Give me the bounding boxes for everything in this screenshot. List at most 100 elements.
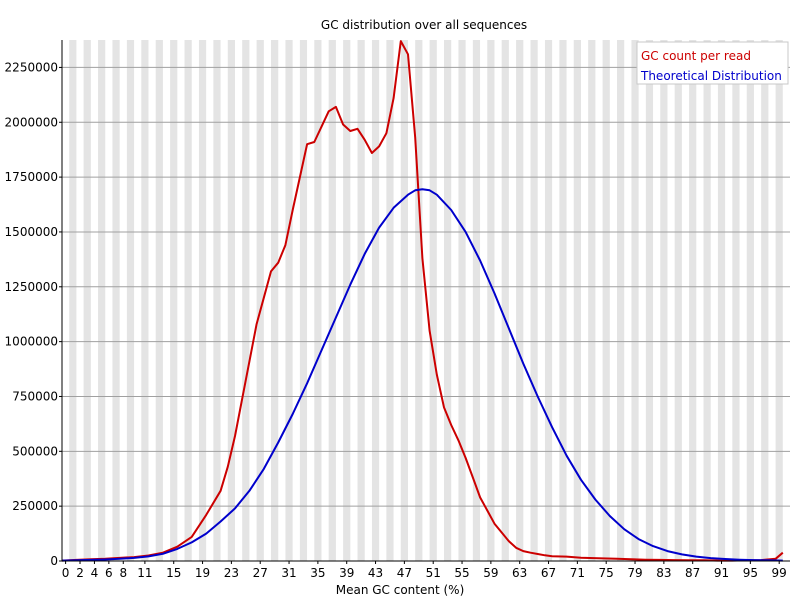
x-tick-label: 6: [105, 566, 113, 580]
x-axis-label: Mean GC content (%): [336, 583, 465, 597]
bg-stripe: [83, 40, 91, 561]
bg-stripe: [386, 40, 394, 561]
bg-stripe: [689, 40, 697, 561]
x-tick-label: 4: [91, 566, 99, 580]
x-tick-label: 19: [195, 566, 210, 580]
bg-stripe: [242, 40, 250, 561]
bg-stripe: [501, 40, 509, 561]
x-tick-label: 47: [397, 566, 412, 580]
bg-stripe: [112, 40, 120, 561]
x-tick-label: 31: [281, 566, 296, 580]
bg-stripe: [746, 40, 754, 561]
bg-stripe: [198, 40, 207, 561]
bg-stripe: [631, 40, 639, 561]
x-tick-label: 71: [570, 566, 585, 580]
y-tick-label: 500000: [12, 444, 58, 458]
x-tick-label: 43: [368, 566, 383, 580]
bg-stripe: [155, 40, 163, 561]
bg-stripe: [184, 40, 192, 561]
bg-stripe: [544, 40, 553, 561]
x-tick-label: 51: [426, 566, 441, 580]
bg-stripe: [588, 40, 596, 561]
series-layer: [61, 40, 784, 562]
x-tick-label: 59: [483, 566, 498, 580]
bg-stripe: [602, 40, 610, 561]
bg-stripe: [429, 40, 437, 561]
bg-stripe: [617, 40, 625, 561]
y-tick-label: 1250000: [5, 280, 58, 294]
x-tick-label: 99: [772, 566, 787, 580]
x-tick-label: 87: [685, 566, 700, 580]
legend-entry-theoretical: Theoretical Distribution: [640, 69, 782, 83]
bg-stripe: [170, 40, 178, 561]
bg-stripe: [761, 40, 769, 561]
bg-stripe: [530, 40, 538, 561]
bg-stripe: [314, 40, 322, 561]
chart-title: GC distribution over all sequences: [321, 18, 527, 32]
x-tick-label: 67: [541, 566, 556, 580]
bg-stripe: [472, 40, 481, 561]
bg-stripe: [458, 40, 466, 561]
y-tick-label: 1750000: [5, 170, 58, 184]
bg-stripe: [271, 40, 279, 561]
bg-stripe: [516, 40, 524, 561]
bg-stripe: [703, 40, 711, 561]
x-tick-label: 63: [512, 566, 527, 580]
bg-stripe: [357, 40, 365, 561]
bg-stripe: [487, 40, 495, 561]
bg-stripe: [328, 40, 336, 561]
x-tick-label: 55: [454, 566, 469, 580]
bg-stripe: [415, 40, 423, 561]
x-tick-label: 2: [76, 566, 84, 580]
y-tick-label: 2250000: [5, 60, 58, 74]
legend-box: [636, 41, 789, 85]
series-line-theoretical: [61, 188, 783, 562]
bg-stripe: [674, 40, 682, 561]
bg-stripe: [717, 40, 726, 561]
x-tick-label: 83: [656, 566, 671, 580]
bg-stripe: [444, 40, 452, 561]
x-tick-label: 91: [714, 566, 729, 580]
x-tick-label: 0: [62, 566, 70, 580]
bg-stripe: [141, 40, 149, 561]
y-tick-label: 2000000: [5, 115, 58, 129]
x-tick-label: 27: [253, 566, 268, 580]
bg-stripe: [98, 40, 106, 561]
bg-stripe: [775, 40, 783, 561]
x-tick-label: 95: [743, 566, 758, 580]
bg-stripe: [299, 40, 308, 561]
x-tick-label: 35: [310, 566, 325, 580]
x-tick-label: 75: [599, 566, 614, 580]
x-tick-label: 79: [627, 566, 642, 580]
bg-stripe: [256, 40, 264, 561]
bg-stripe: [126, 40, 135, 561]
bg-stripe: [285, 40, 293, 561]
bg-stripe: [213, 40, 221, 561]
y-tick-label: 250000: [12, 499, 58, 513]
x-tick-label: 39: [339, 566, 354, 580]
plot-background: [69, 40, 783, 561]
x-tick-label: 23: [224, 566, 239, 580]
tick-labels: 0 250000 500000 750000 1000000 1250000 1500000…: [5, 60, 787, 580]
bg-stripe: [400, 40, 408, 561]
y-tick-label: 0: [50, 554, 58, 568]
gridlines: [62, 66, 790, 507]
bg-stripe: [343, 40, 351, 561]
bg-stripe: [660, 40, 668, 561]
bg-stripe: [69, 40, 77, 561]
series-line-gc-count: [61, 40, 784, 562]
legend-entry-gc-count: GC count per read: [641, 49, 751, 63]
bg-stripe: [227, 40, 235, 561]
bg-stripe: [573, 40, 581, 561]
x-tick-label: 11: [137, 566, 152, 580]
axes: [59, 40, 790, 564]
bg-stripe: [732, 40, 740, 561]
legend: GC count per read Theoretical Distributi…: [636, 41, 789, 85]
bg-stripe: [645, 40, 654, 561]
y-tick-label: 1000000: [5, 335, 58, 349]
x-tick-label: 8: [119, 566, 127, 580]
y-tick-label: 750000: [12, 389, 58, 403]
bg-stripe: [559, 40, 567, 561]
y-tick-label: 1500000: [5, 225, 58, 239]
